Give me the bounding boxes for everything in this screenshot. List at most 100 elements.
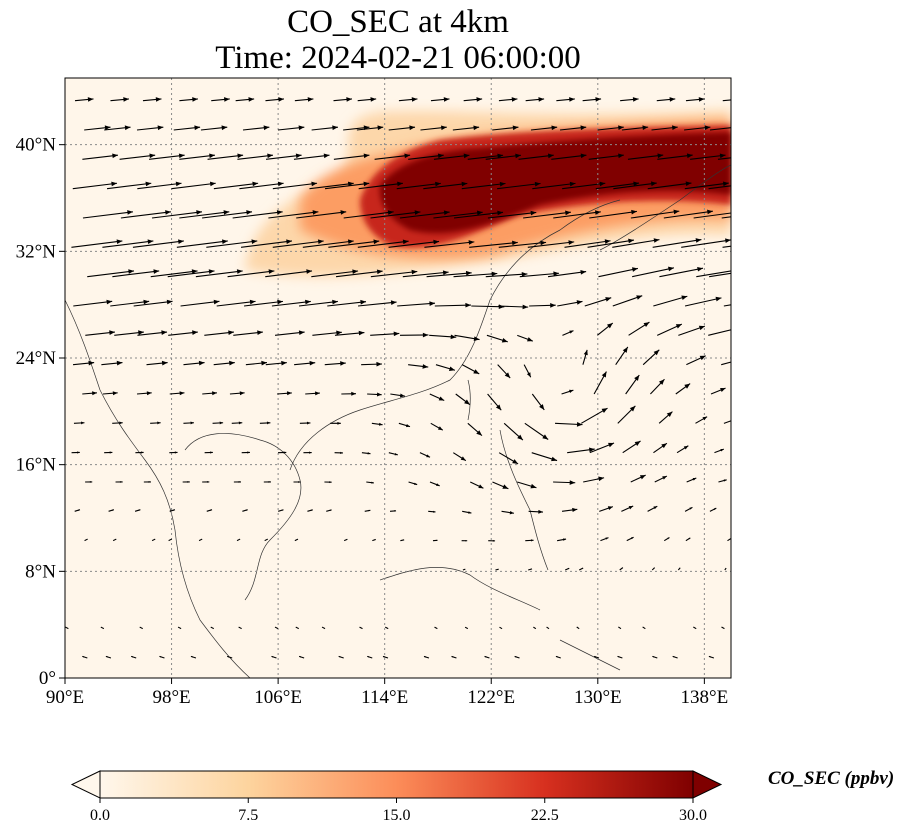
- wind-vector-head: [681, 295, 688, 301]
- wind-vector-head: [653, 567, 655, 569]
- colorbar-tick-label: 15.0: [383, 807, 411, 824]
- wind-vector-head: [148, 480, 151, 483]
- wind-vector-head: [633, 181, 640, 187]
- wind-vector-head: [173, 509, 175, 511]
- wind-vector-head: [267, 153, 273, 159]
- wind-vector-head: [606, 323, 613, 329]
- wind-vector: [239, 182, 284, 190]
- wind-vector-head: [376, 269, 383, 275]
- wind-vector-head: [360, 299, 367, 305]
- wind-vector-head: [634, 440, 641, 446]
- wind-vector: [663, 210, 713, 219]
- wind-vector-head: [281, 360, 287, 366]
- wind-vector: [207, 154, 244, 160]
- wind-vector: [434, 304, 471, 307]
- wind-vector-head: [435, 539, 438, 542]
- wind-vector: [598, 267, 639, 278]
- wind-vector-head: [397, 181, 403, 187]
- wind-vector-head: [721, 627, 723, 628]
- wind-vector-head: [346, 97, 352, 102]
- wind-vector-head: [209, 153, 215, 159]
- wind-vector: [216, 300, 256, 307]
- wind-vector-head: [192, 97, 198, 102]
- wind-vector-head: [698, 325, 705, 331]
- wind-vector-head: [340, 210, 347, 215]
- wind-vector-head: [632, 97, 639, 102]
- wind-vector-head: [363, 153, 370, 159]
- wind-vector-head: [105, 656, 108, 658]
- wind-vector: [396, 182, 441, 190]
- wind-vector-head: [551, 456, 558, 462]
- lat-tick-label: 0°: [39, 668, 56, 689]
- wind-vector-head: [311, 181, 318, 187]
- wind-vector: [527, 241, 575, 248]
- wind-vector-head: [179, 391, 185, 396]
- wind-vector-head: [569, 97, 575, 102]
- wind-vector-head: [370, 97, 377, 102]
- wind-vector-head: [299, 656, 301, 658]
- wind-vector-head: [442, 270, 449, 275]
- wind-vector: [696, 270, 731, 278]
- wind-vector: [72, 182, 118, 190]
- wind-vector-head: [450, 334, 457, 340]
- wind-vector: [343, 211, 394, 219]
- wind-vector-head: [598, 476, 605, 482]
- wind-vector: [244, 300, 284, 307]
- wind-vector: [562, 182, 606, 190]
- wind-vector-head: [138, 509, 141, 511]
- wind-vector-head: [238, 539, 241, 540]
- wind-vector: [467, 154, 504, 160]
- wind-vector-head: [109, 330, 115, 335]
- wind-vector: [547, 271, 587, 278]
- wind-vector-head: [725, 238, 731, 244]
- wind-vector-head: [686, 153, 693, 159]
- wind-vector-head: [601, 371, 607, 378]
- wind-vector: [271, 300, 311, 307]
- wind-vector-head: [190, 421, 194, 425]
- wind-vector-head: [88, 360, 95, 366]
- wind-vector-head: [581, 568, 584, 570]
- wind-vector-head: [639, 475, 646, 480]
- wind-vector: [133, 300, 173, 307]
- wind-vector-head: [434, 627, 436, 629]
- wind-vector-head: [346, 539, 348, 541]
- wind-vector: [240, 240, 293, 248]
- wind-vector-head: [248, 97, 255, 102]
- wind-vector-head: [702, 416, 708, 421]
- wind-vector-head: [367, 656, 370, 658]
- wind-vector-head: [359, 627, 361, 629]
- wind-vector: [328, 240, 380, 248]
- wind-vector-head: [607, 506, 613, 511]
- wind-vector-head: [409, 125, 416, 131]
- wind-vector-head: [116, 360, 123, 366]
- wind-vector-head: [376, 361, 382, 367]
- wind-vector-head: [443, 97, 450, 102]
- wind-vector: [709, 272, 731, 278]
- wind-vector: [298, 300, 338, 307]
- wind-vector: [293, 154, 330, 160]
- wind-vector-head: [238, 421, 243, 425]
- wind-vector-head: [249, 299, 256, 305]
- wind-vector: [587, 239, 635, 248]
- wind-vector-head: [580, 125, 587, 131]
- wind-vector: [195, 270, 243, 278]
- wind-vector: [588, 154, 624, 160]
- wind-vector: [227, 270, 275, 278]
- wind-vector-head: [672, 125, 678, 131]
- wind-vector: [424, 241, 475, 248]
- wind-vector: [684, 182, 729, 190]
- wind-vector: [333, 154, 370, 160]
- colorbar-tick-label: 30.0: [679, 807, 707, 824]
- wind-vector: [693, 212, 731, 219]
- wind-vector-head: [323, 153, 330, 159]
- wind-vector-head: [374, 539, 376, 541]
- wind-vector-head: [672, 656, 675, 658]
- wind-vector-head: [390, 300, 397, 305]
- wind-vector: [423, 182, 468, 190]
- wind-vector-head: [634, 375, 640, 381]
- wind-vector-head: [497, 569, 499, 570]
- wind-vector-head: [86, 539, 88, 540]
- wind-vector-head: [112, 391, 118, 396]
- wind-vector: [408, 154, 444, 160]
